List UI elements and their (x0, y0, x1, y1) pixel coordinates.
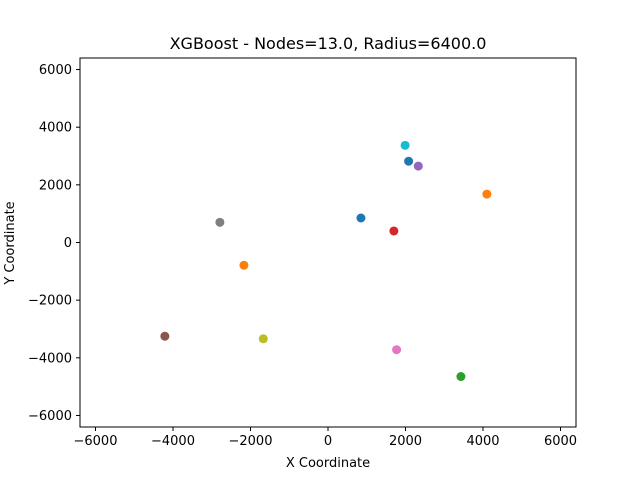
data-point-10 (404, 156, 414, 166)
y-tick-label: −6000 (28, 409, 72, 424)
x-tick-label: 0 (324, 434, 332, 449)
chart-title: XGBoost - Nodes=13.0, Radius=6400.0 (170, 34, 487, 53)
y-axis-label: Y Coordinate (3, 201, 18, 285)
data-point-9 (400, 140, 410, 150)
y-tick-label: 6000 (39, 63, 72, 78)
y-axis: −6000 −4000 −2000 0 2000 4000 6000 (28, 63, 80, 424)
y-tick-label: −4000 (28, 351, 72, 366)
data-point-6 (392, 345, 402, 355)
x-tick-label: −2000 (229, 434, 273, 449)
x-tick-label: −6000 (74, 434, 118, 449)
data-point-3 (389, 226, 399, 236)
y-tick-label: −2000 (28, 294, 72, 309)
points-layer (160, 140, 492, 382)
data-point-5 (160, 331, 170, 341)
y-tick-label: 4000 (39, 121, 72, 136)
y-tick-label: 0 (64, 236, 72, 251)
data-point-1 (482, 189, 492, 199)
data-point-7 (215, 217, 225, 227)
data-point-11 (239, 260, 249, 270)
x-tick-label: 6000 (544, 434, 577, 449)
data-point-4 (413, 161, 423, 171)
data-point-8 (258, 334, 268, 344)
y-tick-label: 2000 (39, 178, 72, 193)
x-tick-label: 2000 (389, 434, 422, 449)
x-tick-label: −4000 (151, 434, 195, 449)
x-axis: −6000 −4000 −2000 0 2000 4000 6000 (74, 427, 577, 449)
data-point-2 (456, 372, 466, 382)
x-tick-label: 4000 (466, 434, 499, 449)
data-point-0 (356, 213, 366, 223)
x-axis-label: X Coordinate (286, 456, 370, 471)
